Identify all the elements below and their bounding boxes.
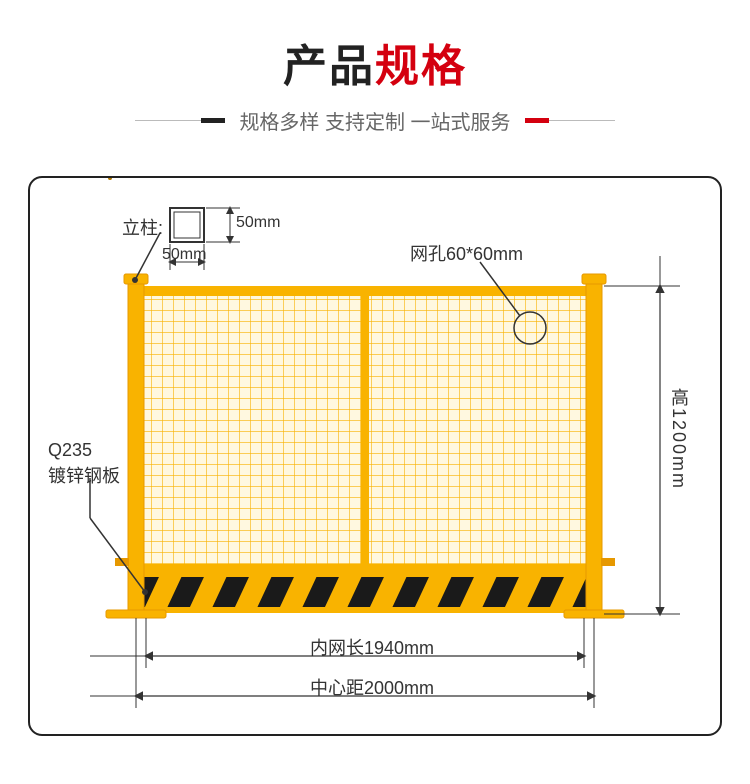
right-post bbox=[586, 278, 602, 616]
title-part1: 产品 bbox=[283, 42, 375, 91]
post-height-label: 50mm bbox=[236, 214, 280, 232]
right-post-cap bbox=[582, 274, 606, 284]
page-title: 产品规格 bbox=[0, 30, 750, 94]
header: 产品规格 规格多样 支持定制 一站式服务 bbox=[0, 0, 750, 135]
mesh-label: 网孔60*60mm bbox=[410, 240, 523, 266]
subtitle-row: 规格多样 支持定制 一站式服务 bbox=[0, 106, 750, 135]
left-post bbox=[128, 278, 144, 616]
post-callout-line bbox=[135, 233, 160, 280]
title-part2: 规格 bbox=[375, 42, 467, 91]
height-label: 高1200mm bbox=[666, 388, 692, 490]
subtitle: 规格多样 支持定制 一站式服务 bbox=[239, 106, 510, 135]
center-divider bbox=[361, 293, 369, 568]
inner-length-label: 内网长1940mm bbox=[310, 634, 434, 660]
hazard-stripe bbox=[140, 574, 590, 610]
divider-left bbox=[135, 120, 225, 121]
diagram-container: 立柱: 50mm 50mm 网孔60*60mm Q235 镀锌钢板 高1200m… bbox=[28, 176, 722, 736]
left-base-plate bbox=[106, 610, 166, 618]
post-label: 立柱: bbox=[122, 214, 163, 240]
center-dist-label: 中心距2000mm bbox=[310, 674, 434, 700]
plate-label-1: Q235 bbox=[48, 440, 92, 461]
plate-label-2: 镀锌钢板 bbox=[48, 462, 120, 488]
post-width-label: 50mm bbox=[162, 246, 206, 264]
post-section-icon bbox=[170, 208, 204, 242]
divider-right bbox=[525, 120, 615, 121]
right-bracket bbox=[601, 558, 615, 566]
